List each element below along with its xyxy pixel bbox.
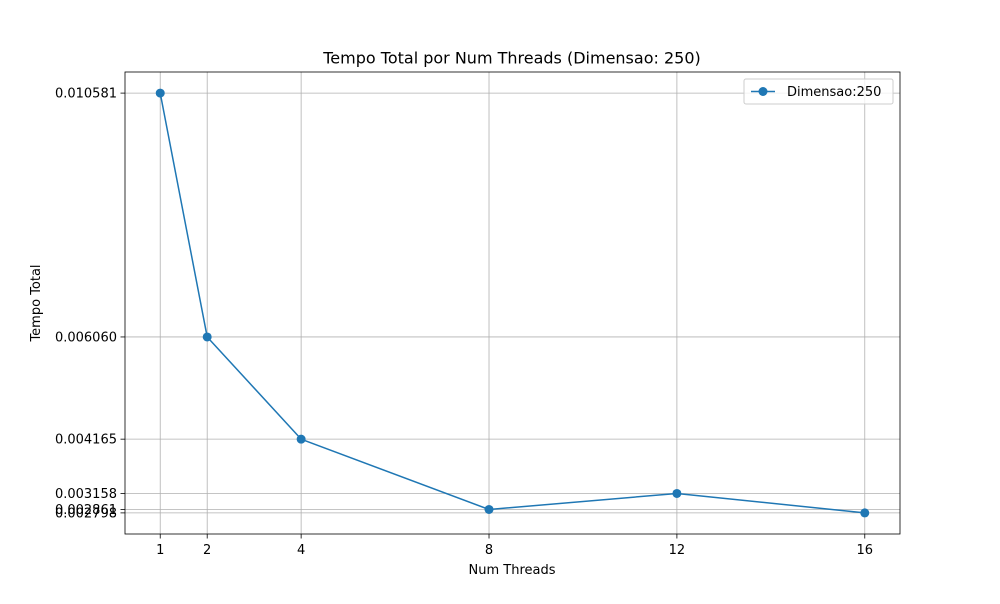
y-tick-label: 0.004165: [55, 433, 117, 448]
axes-frame: [124, 71, 901, 535]
plot-frame: [124, 71, 901, 535]
x-tick-label: 16: [856, 543, 873, 558]
x-axis-ticks: 1 2 4 8 12 16: [156, 534, 873, 558]
legend-marker: [758, 87, 768, 96]
x-tick-label: 8: [485, 543, 493, 558]
y-tick-label: 0.002798: [55, 506, 117, 521]
y-tick-label: 0.003158: [55, 487, 117, 502]
data-point: [202, 332, 212, 342]
data-point: [860, 508, 870, 518]
x-axis-label: Num Threads: [469, 563, 556, 578]
data-point: [672, 488, 682, 498]
y-tick-label: 0.010581: [55, 87, 117, 102]
data-point: [484, 504, 494, 514]
chart-title: Tempo Total por Num Threads (Dimensao: 2…: [322, 49, 701, 68]
legend-box: [743, 78, 894, 105]
y-tick-label: 0.002861: [55, 503, 117, 518]
y-axis-ticks: 0.010581 0.006060 0.004165 0.0031580.002861…: [55, 87, 125, 521]
x-tick-label: 12: [669, 543, 686, 558]
series-layer: [155, 88, 870, 518]
legend-label: Dimensao:250: [787, 85, 881, 100]
data-point: [296, 434, 306, 444]
legend: Dimensao:250: [743, 78, 894, 105]
x-tick-label: 2: [203, 543, 211, 558]
x-tick-label: 4: [297, 543, 305, 558]
data-point: [155, 88, 165, 98]
y-axis-label: Tempo Total: [29, 264, 44, 342]
x-tick-label: 1: [156, 543, 164, 558]
series-line: [159, 92, 865, 514]
y-tick-label: 0.006060: [55, 330, 117, 345]
